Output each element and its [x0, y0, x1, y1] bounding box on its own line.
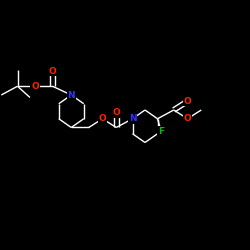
Text: O: O	[184, 97, 192, 106]
Text: N: N	[129, 114, 136, 123]
Text: O: O	[184, 114, 192, 123]
Text: O: O	[31, 82, 39, 91]
Text: O: O	[98, 114, 106, 123]
Text: N: N	[68, 90, 75, 100]
Text: O: O	[112, 108, 120, 117]
Text: F: F	[158, 127, 164, 136]
Text: O: O	[48, 67, 56, 76]
